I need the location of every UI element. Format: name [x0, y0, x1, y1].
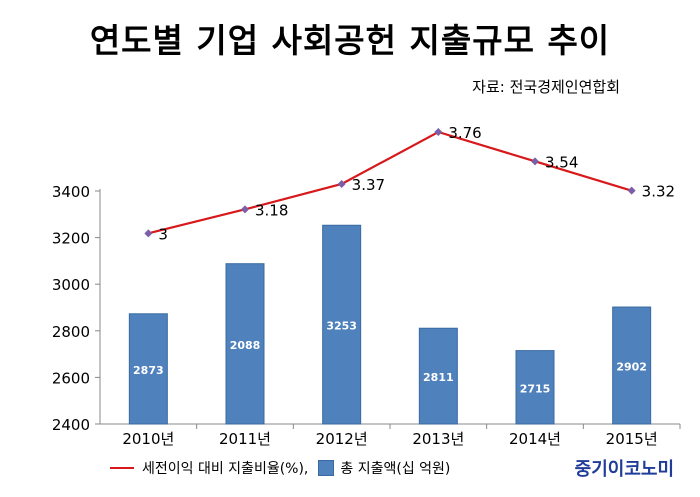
ratio-value-label: 3.54 [545, 153, 578, 171]
ratio-marker [144, 229, 153, 238]
bar-value-label: 2088 [230, 339, 261, 352]
ratio-value-label: 3.37 [352, 176, 385, 194]
y-tick-label: 2400 [52, 416, 90, 434]
bar [612, 306, 652, 425]
x-tick-label: 2014년 [509, 430, 561, 448]
ratio-value-label: 3 [158, 225, 168, 243]
bar-value-label: 2715 [520, 382, 551, 395]
bar [225, 263, 265, 425]
bar [515, 350, 555, 425]
legend-bar-label: 총 지출액(십 억원) [340, 461, 451, 477]
y-tick-label: 2800 [52, 323, 90, 341]
x-tick-label: 2015년 [606, 430, 658, 448]
legend-bar-swatch [318, 460, 335, 476]
bar [128, 313, 168, 425]
x-tick-label: 2010년 [122, 430, 174, 448]
ratio-marker [531, 157, 539, 166]
legend-line-swatch [110, 467, 134, 469]
bar-value-label: 3253 [326, 320, 357, 333]
ratio-marker [337, 180, 346, 188]
ratio-marker [434, 128, 443, 136]
chart-title: 연도별 기업 사회공헌 지출규모 추이 [89, 21, 611, 60]
y-tick-label: 2600 [52, 369, 90, 387]
ratio-value-label: 3.18 [255, 201, 288, 219]
x-tick-label: 2011년 [219, 430, 271, 448]
bar [418, 327, 458, 425]
y-tick-label: 3400 [52, 183, 90, 201]
ratio-line [148, 130, 632, 235]
legend: 세전이익 대비 지출비율(%), 총 지출액(십 억원) [110, 458, 450, 478]
ratio-value-label: 3.76 [448, 124, 481, 142]
ratio-value-label: 3.32 [642, 183, 675, 201]
source-note: 자료: 전국경제인연합회 [472, 78, 620, 96]
ratio-marker [241, 205, 249, 214]
x-tick-label: 2013년 [412, 430, 464, 448]
y-tick-label: 3200 [52, 230, 90, 248]
y-tick-label: 3000 [52, 276, 90, 294]
publisher-logo: 중기이코노미 [574, 459, 674, 480]
x-tick-label: 2012년 [316, 430, 368, 448]
ratio-marker [627, 186, 636, 195]
legend-line-label: 세전이익 대비 지출비율(%), [142, 461, 309, 477]
bar-value-label: 2811 [423, 371, 454, 384]
bar-value-label: 2873 [133, 364, 164, 377]
bar [322, 224, 362, 425]
bar-value-label: 2902 [616, 361, 647, 374]
